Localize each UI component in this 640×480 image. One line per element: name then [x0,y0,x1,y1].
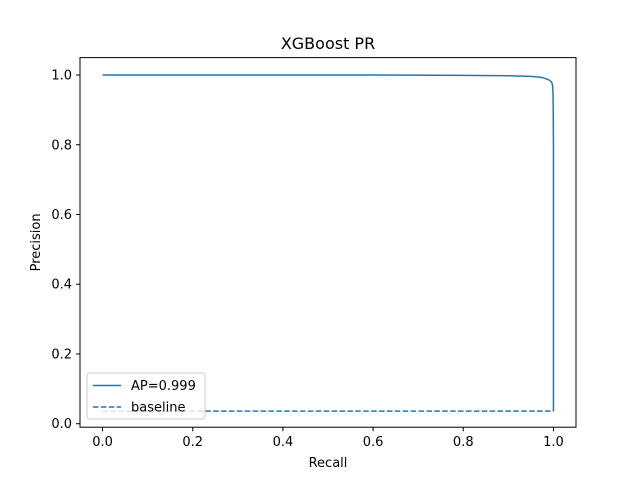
chart-title: XGBoost PR [281,34,375,53]
x-tick-label: 0.2 [182,435,203,450]
legend-label-series-2: baseline [131,401,185,416]
plot-frame [79,57,577,428]
y-tick-label: 0.0 [51,417,72,432]
legend-label-series-1: AP=0.999 [131,379,196,394]
x-axis-label: Recall [309,456,348,471]
y-axis-label: Precision [29,213,44,271]
y-tick-label: 0.4 [51,278,72,293]
series-line-1 [102,74,555,412]
x-tick-label: 0.6 [363,435,384,450]
x-tick-label: 0.4 [273,435,294,450]
y-tick-label: 0.8 [51,138,72,153]
y-tick-label: 0.2 [51,347,72,362]
x-tick-label: 0.0 [92,435,113,450]
y-tick-label: 0.6 [51,208,72,223]
x-tick-label: 1.0 [543,435,564,450]
legend: AP=0.999 baseline [86,372,206,420]
legend-box [86,372,206,420]
x-tick-label: 0.8 [453,435,474,450]
ticks-layer: 0.0 0.2 0.4 0.6 0.8 1.0 0.0 0.2 0.4 0.6 0.8 1.0 [51,69,563,451]
y-tick-label: 1.0 [51,69,72,84]
